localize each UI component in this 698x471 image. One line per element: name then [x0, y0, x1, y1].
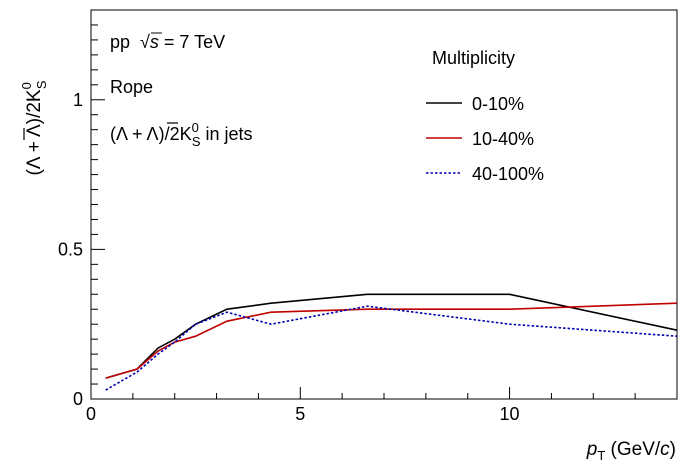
y-axis-label-sub: S [34, 80, 49, 89]
annotation-ratio-sup: 0 [192, 120, 199, 135]
series-line-40-100% [105, 305, 678, 391]
legend: Multiplicity 0-10% 10-40% 40-100% [426, 48, 544, 184]
series-line-10-40% [105, 302, 678, 379]
legend-entries: 0-10% 10-40% 40-100% [426, 94, 544, 184]
annotation-energy: pp √s = 7 TeV [110, 32, 225, 52]
annotation-ratio-suffix: in jets [201, 124, 253, 144]
svg-text:(Λ + Λ)/2K0S in jets: (Λ + Λ)/2K0 S in jets [110, 120, 253, 149]
axis-ticks [90, 9, 678, 400]
legend-label-40-100%: 40-100% [472, 164, 544, 184]
x-axis-label-sub: T [597, 448, 605, 463]
x-axis-label: pT (GeV/c) [586, 439, 676, 463]
annotation-s: s [150, 32, 159, 52]
y-tick-label: 0.5 [58, 239, 83, 259]
tick-labels: 0 5 10 0 0.5 1 [58, 90, 520, 424]
legend-label-0-10%: 0-10% [472, 94, 524, 114]
series-lines [105, 293, 678, 391]
x-tick-label: 5 [295, 404, 305, 424]
x-tick-label: 10 [500, 404, 520, 424]
legend-title: Multiplicity [432, 48, 515, 68]
annotation-sqrt: √ [140, 32, 150, 52]
y-tick-label: 0 [73, 389, 83, 409]
annotation-ratio-sub: S [192, 134, 201, 149]
annotation-energy-value: = 7 TeV [159, 32, 225, 52]
x-axis-label-c: c [660, 439, 670, 460]
series-line-0-10% [105, 293, 678, 379]
annotation-model: Rope [110, 77, 153, 97]
y-axis-label-main: (Λ + Λ)/2K [24, 89, 45, 175]
y-axis-label: (Λ + Λ)/2K0S [19, 80, 49, 175]
x-axis-label-close: ) [670, 439, 676, 460]
svg-text:(Λ + Λ)/2K0S: (Λ + Λ)/2K0S [19, 80, 49, 175]
x-tick-label: 0 [86, 404, 96, 424]
annotation-ratio: (Λ + Λ)/2K0 S in jets [110, 120, 253, 149]
x-axis-label-open: (GeV/ [605, 439, 661, 460]
x-axis-label-p: p [586, 439, 598, 460]
annotation-pp: pp [110, 32, 130, 52]
y-axis-label-sup: 0 [19, 82, 34, 89]
legend-label-10-40%: 10-40% [472, 129, 534, 149]
y-tick-label: 1 [73, 90, 83, 110]
svg-text:pp√s = 7 TeV: pp √s = 7 TeV [110, 32, 225, 52]
annotation-ratio-main: (Λ + Λ)/2K [110, 124, 192, 144]
